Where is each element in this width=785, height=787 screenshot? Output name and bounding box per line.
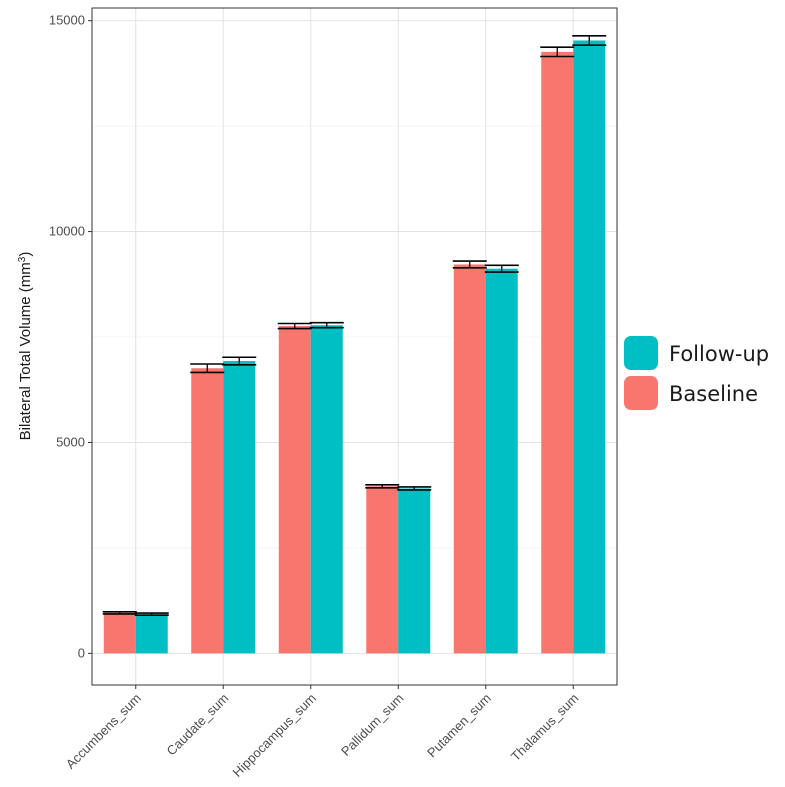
error-bars (102, 35, 607, 616)
y-axis: 0 5000 10000 15000 (49, 13, 92, 660)
x-tick-label: Putamen_sum (424, 691, 494, 761)
bar (135, 614, 168, 654)
legend-swatch (624, 336, 658, 370)
panel-border (91, 7, 618, 686)
x-tick-label: Caudate_sum (164, 691, 232, 759)
legend: Follow-up Baseline (624, 336, 769, 410)
legend-swatch (624, 376, 658, 410)
y-tick-label: 10000 (49, 224, 85, 239)
panel-background (92, 8, 617, 685)
bar (573, 40, 606, 654)
x-tick-label: Hippocampus_sum (230, 691, 319, 780)
bar (310, 325, 343, 654)
bar (366, 486, 399, 654)
x-tick-label: Pallidum_sum (338, 691, 406, 759)
bar (453, 264, 486, 654)
legend-label: Baseline (669, 382, 758, 406)
y-tick-label: 15000 (49, 13, 85, 28)
bar (485, 268, 518, 654)
bar (223, 361, 256, 654)
y-axis-title: Bilateral Total Volume (mm3) (17, 252, 35, 441)
legend-label: Follow-up (669, 342, 769, 366)
bar (278, 326, 311, 654)
bar (541, 51, 574, 654)
y-axis-title-superscript: 3 (17, 256, 28, 262)
bar (191, 368, 224, 654)
y-axis-title-suffix: ) (17, 252, 34, 257)
x-tick-label: Accumbens_sum (63, 691, 144, 772)
x-tick-label: Thalamus_sum (508, 691, 581, 764)
bar (103, 612, 136, 654)
y-axis-title-main: Bilateral Total Volume (mm (17, 262, 34, 440)
y-tick-label: 5000 (56, 434, 85, 449)
y-tick-label: 0 (78, 645, 85, 660)
bars (103, 40, 606, 654)
bar (398, 488, 431, 654)
